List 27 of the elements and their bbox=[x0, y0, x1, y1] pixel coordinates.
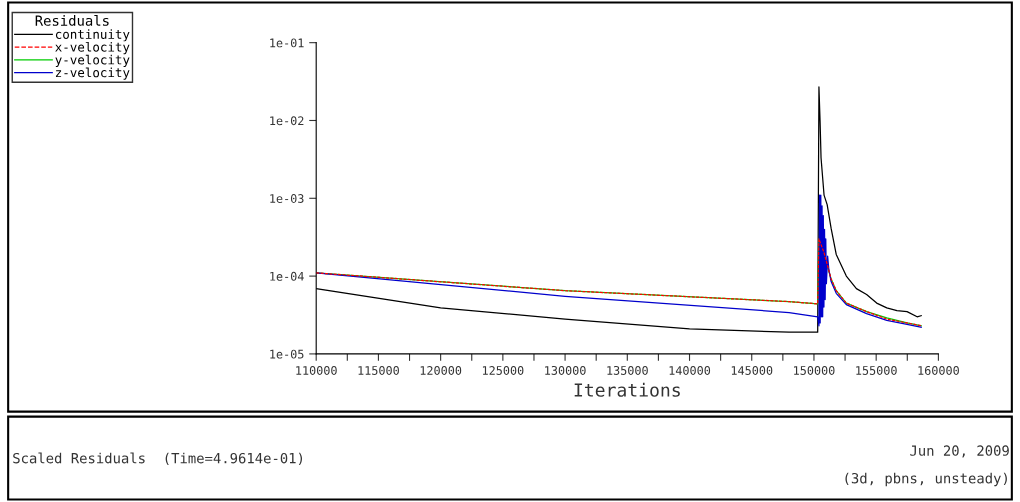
line-series bbox=[316, 194, 922, 328]
legend-label: z-velocity bbox=[55, 67, 130, 80]
legend-title: Residuals bbox=[35, 15, 109, 26]
x-axis-title: Iterations bbox=[574, 382, 680, 397]
y-tick-label: 1e-02 bbox=[270, 116, 304, 126]
x-tick-label: 140000 bbox=[669, 365, 711, 375]
y-tick-label: 1e-01 bbox=[270, 38, 304, 48]
legend-label: x-velocity bbox=[55, 41, 130, 55]
line-series bbox=[316, 238, 922, 327]
x-tick-label: 145000 bbox=[731, 365, 773, 375]
x-tick-label: 110000 bbox=[296, 365, 337, 375]
legend-label: continuity bbox=[55, 29, 130, 42]
text: (3d, pbns, unsteady) bbox=[845, 472, 1007, 487]
x-tick-label: 130000 bbox=[545, 365, 586, 375]
text: Jun 20, 2009 bbox=[910, 445, 1009, 458]
x-tick-label: 150000 bbox=[794, 365, 835, 375]
x-tick-label: 120000 bbox=[420, 365, 462, 375]
legend-label: y-velocity bbox=[55, 54, 130, 67]
y-tick-label: 1e-03 bbox=[270, 194, 304, 203]
y-tick-label: 1e-05 bbox=[270, 349, 304, 359]
x-tick-label: 135000 bbox=[607, 365, 648, 375]
x-tick-label: 160000 bbox=[918, 365, 959, 375]
y-tick-label: 1e-04 bbox=[270, 271, 304, 281]
x-tick-label: 115000 bbox=[358, 365, 399, 375]
x-tick-label: 125000 bbox=[482, 365, 524, 375]
text: Scaled Residuals (Time=4.9614e-01) bbox=[13, 452, 303, 466]
x-tick-label: 155000 bbox=[856, 365, 897, 375]
